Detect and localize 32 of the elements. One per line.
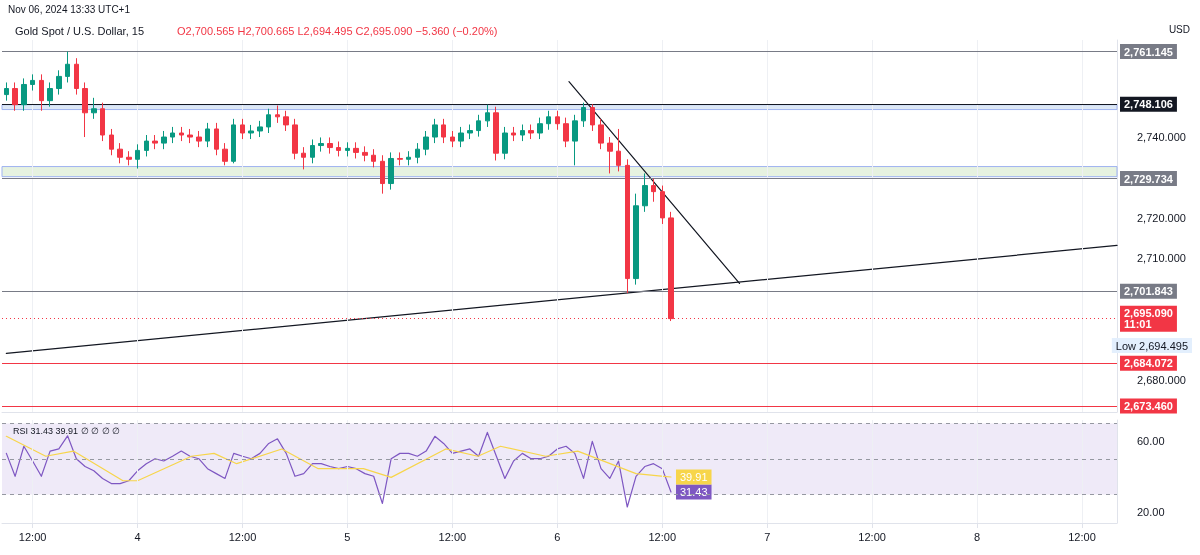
data-label: 31.43: [680, 486, 708, 499]
y-tick-label: 2,720.000: [1137, 211, 1186, 224]
ref-line-label: 2,761.145: [1124, 45, 1173, 58]
y-tick-label: 2,740.000: [1137, 131, 1186, 144]
x-tick-label: 5: [344, 530, 351, 543]
chart-subtitle: O2,700.565 H2,700.665 L2,694.495 C2,695.090 −5.360 (−0.20%): [177, 24, 498, 37]
y-tick-label: 60.00: [1137, 435, 1165, 448]
chart-title: Gold Spot / U.S. Dollar, 15: [15, 24, 145, 37]
ref-line-label: 2,748.106: [1124, 98, 1173, 111]
x-tick-label: 4: [134, 530, 141, 543]
data-label: 39.91: [680, 470, 708, 483]
x-tick-label: 12:00: [438, 530, 467, 543]
text: RSI 31.43 39.91 ∅ ∅ ∅ ∅: [13, 425, 121, 436]
x-tick-label: 12:00: [648, 530, 677, 543]
x-tick-label: 12:00: [858, 530, 886, 543]
x-tick-label: 12:00: [228, 530, 257, 543]
annotation: Low 2,694.495: [1115, 339, 1188, 352]
y-tick-label: 20.00: [1137, 506, 1165, 519]
x-tick-label: 12:00: [18, 530, 47, 543]
ref-line-label: 2,729.734: [1124, 172, 1174, 185]
y-tick-label: 2,710.000: [1137, 252, 1186, 265]
x-tick-label: 7: [764, 530, 771, 543]
text: USD: [1168, 23, 1191, 35]
x-tick-label: 12:00: [1068, 530, 1096, 543]
x-tick-label: 6: [554, 530, 561, 543]
ref-line-label: 2,701.843: [1124, 285, 1173, 298]
y-tick-label: 2,680.000: [1137, 373, 1186, 386]
ref-line-label: 2,695.090 11:01: [1124, 307, 1173, 331]
ref-line-label: 2,673.460: [1124, 400, 1173, 413]
text: Nov 06, 2024 13:33 UTC+1: [8, 3, 131, 15]
x-tick-label: 8: [974, 530, 981, 543]
ref-line-label: 2,684.072: [1124, 357, 1173, 370]
